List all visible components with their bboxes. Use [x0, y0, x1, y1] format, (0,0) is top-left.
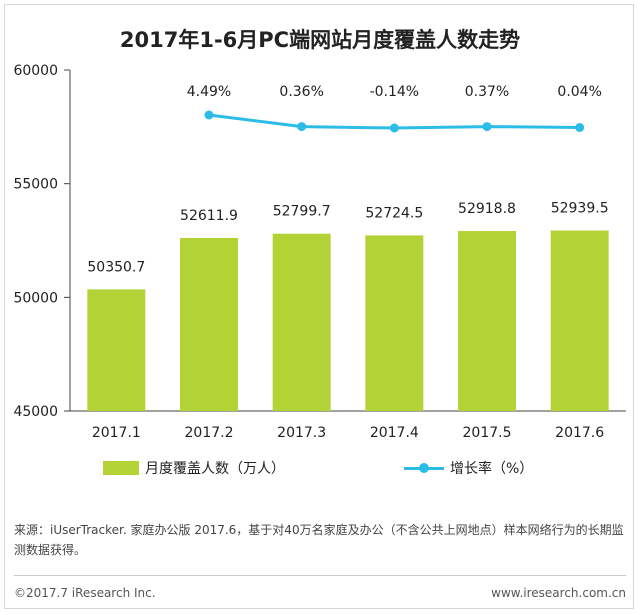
- source-note: 来源：iUserTracker. 家庭办公版 2017.6，基于对40万名家庭及…: [14, 523, 624, 557]
- bar: [365, 235, 424, 411]
- growth-line-series: 4.49% 0.36% -0.14% 0.37% 0.04%: [187, 84, 602, 133]
- bar-series: 50350.7 52611.9 52799.7 52724.5 52918.8 52939…: [87, 201, 609, 411]
- legend-bars: 月度覆盖人数（万人）: [103, 458, 285, 478]
- chart-title: 2017年1-6月PC端网站月度覆盖人数走势: [119, 28, 521, 52]
- y-tick-label: 55000: [13, 177, 58, 193]
- bar-value-label: 52799.7: [273, 204, 331, 220]
- bar-value-label: 52611.9: [180, 208, 238, 224]
- growth-value-label: 0.04%: [557, 84, 601, 100]
- x-tick-label: 2017.1: [92, 425, 141, 441]
- growth-point: [575, 122, 585, 132]
- bar-value-label: 52724.5: [365, 205, 423, 221]
- bar-value-label: 52918.8: [458, 201, 516, 217]
- growth-value-label: 0.37%: [465, 84, 509, 100]
- bar: [458, 230, 516, 411]
- bar: [550, 230, 609, 411]
- x-tick-label: 2017.5: [463, 425, 512, 441]
- growth-point: [389, 123, 399, 133]
- growth-value-label: 0.36%: [279, 84, 323, 100]
- legend-bar-swatch: [103, 461, 139, 475]
- growth-point: [204, 110, 214, 120]
- y-tick-label: 45000: [13, 404, 58, 420]
- bar: [272, 233, 331, 411]
- bar: [180, 237, 238, 411]
- growth-point: [482, 122, 492, 132]
- x-tick-label: 2017.3: [277, 425, 326, 441]
- bar-value-label: 52939.5: [551, 201, 609, 217]
- x-axis: 2017.1 2017.2 2017.3 2017.4 2017.5 2017.6: [70, 410, 626, 441]
- legend-line-label: 增长率（%）: [450, 461, 534, 477]
- legend-bar-label: 月度覆盖人数（万人）: [145, 461, 285, 477]
- y-tick-label: 60000: [13, 63, 58, 79]
- chart-frame: [4, 4, 634, 609]
- growth-value-label: 4.49%: [187, 84, 231, 100]
- x-tick-label: 2017.2: [185, 425, 234, 441]
- growth-value-label: -0.14%: [370, 84, 420, 100]
- y-tick-label: 50000: [13, 290, 58, 306]
- footer-divider: [14, 575, 626, 576]
- legend-line: 增长率（%）: [404, 458, 533, 478]
- bar: [87, 289, 146, 411]
- website-link[interactable]: www.iresearch.com.cn: [491, 586, 626, 600]
- growth-point: [297, 122, 307, 132]
- copyright: ©2017.7 iResearch Inc.: [14, 586, 156, 600]
- x-tick-label: 2017.4: [370, 425, 419, 441]
- x-tick-label: 2017.6: [555, 425, 604, 441]
- bar-value-label: 50350.7: [87, 259, 145, 275]
- y-axis: 45000 50000 55000 60000: [13, 63, 71, 420]
- legend-line-swatch: [404, 461, 444, 475]
